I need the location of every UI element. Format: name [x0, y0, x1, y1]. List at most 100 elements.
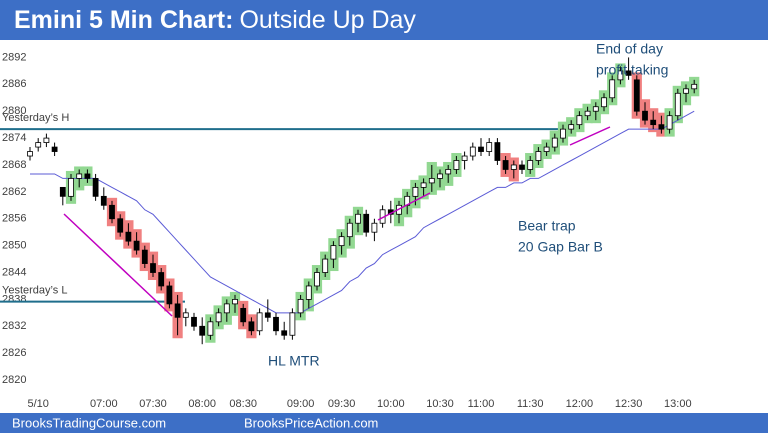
candle-body	[297, 299, 304, 314]
y-tick-label: 2886	[2, 78, 26, 90]
candle-body	[674, 92, 681, 117]
y-tick-label: 2874	[2, 132, 26, 144]
candle-body	[633, 79, 640, 112]
candle-body	[281, 330, 288, 336]
candle-body	[486, 142, 493, 152]
candle-body	[478, 146, 484, 152]
candle-body	[322, 258, 329, 273]
candle-body	[551, 137, 558, 148]
candle-body	[182, 312, 189, 318]
candle-body	[314, 272, 320, 287]
candle-body	[691, 83, 698, 90]
candle-body	[92, 178, 99, 197]
candle-body	[428, 178, 435, 184]
candle-body	[240, 307, 247, 323]
candle-body	[158, 272, 165, 287]
candle-body	[289, 312, 296, 336]
title-lead: Emini 5 Min Chart:	[14, 6, 233, 34]
candle-body	[100, 195, 107, 206]
candle-body	[609, 79, 616, 99]
candle-body	[84, 173, 91, 179]
x-tick-label: 5/10	[27, 398, 48, 410]
x-tick-label: 08:00	[188, 398, 216, 410]
annotation: HL MTR	[268, 353, 320, 369]
x-tick-label: 09:00	[287, 398, 315, 410]
candle-body	[27, 151, 33, 157]
x-tick-label: 12:00	[566, 398, 594, 410]
candle-body	[502, 160, 509, 170]
candle-body	[584, 110, 591, 117]
candle-body	[510, 164, 517, 170]
candle-body	[264, 312, 271, 318]
candle-body	[330, 245, 337, 260]
candle-body	[683, 88, 689, 94]
x-tick-label: 10:30	[426, 398, 454, 410]
candle-body	[256, 312, 263, 332]
candle-body	[560, 128, 566, 139]
candle-body	[191, 316, 197, 327]
candle-body	[461, 155, 468, 161]
annotation: profit taking	[596, 62, 668, 78]
candle-body	[445, 169, 452, 175]
level-label: Yesterday’s L	[2, 285, 67, 297]
candle-body	[117, 218, 124, 233]
y-tick-label: 2844	[2, 266, 26, 278]
plot: 2820282628322838284428502856286228682874…	[0, 51, 700, 410]
candle-body	[420, 182, 427, 188]
trend-line	[63, 213, 173, 317]
y-tick-label: 2880	[2, 105, 26, 117]
candle-body	[658, 124, 665, 130]
candle-body	[371, 222, 378, 233]
candle-body	[215, 312, 222, 323]
candle-body	[642, 110, 648, 121]
candle-body	[494, 142, 501, 161]
candle-body	[543, 146, 550, 152]
candle-body	[412, 186, 419, 197]
candle-body	[199, 325, 206, 336]
footer-right: BrooksPriceAction.com	[244, 415, 378, 430]
candle-body	[305, 285, 312, 300]
annotation: 20 Gap Bar B	[518, 239, 603, 255]
candle-body	[576, 115, 583, 126]
candle-body	[469, 146, 476, 157]
candle-body	[141, 249, 148, 264]
x-tick-label: 11:00	[468, 398, 495, 410]
candle-body	[617, 70, 624, 81]
x-tick-label: 07:00	[90, 398, 118, 410]
candle-body	[527, 160, 534, 170]
candle-body	[601, 97, 607, 108]
candle-body	[248, 321, 255, 332]
candle-body	[519, 164, 525, 170]
candle-body	[76, 173, 83, 179]
candle-body	[453, 160, 460, 170]
candle-body	[109, 204, 115, 220]
candle-body	[568, 124, 575, 130]
title-rest: Outside Up Day	[239, 6, 416, 34]
candle-body	[133, 240, 140, 251]
trend-line	[569, 126, 611, 146]
y-tick-label: 2820	[2, 374, 26, 386]
candle-body	[174, 303, 181, 318]
x-tick-label: 10:00	[377, 398, 405, 410]
candle-body	[68, 178, 74, 197]
candle-body	[355, 213, 361, 224]
x-tick-label: 12:30	[615, 398, 643, 410]
level-label: Yesterday’s H	[2, 112, 69, 124]
candle-body	[592, 106, 599, 112]
y-tick-label: 2850	[2, 240, 26, 252]
y-tick-label: 2862	[2, 186, 26, 198]
candle-body	[166, 285, 173, 305]
candle-body	[437, 173, 443, 179]
candle-body	[35, 142, 42, 148]
annotation: Bear trap	[518, 218, 576, 234]
x-tick-label: 09:30	[328, 398, 356, 410]
candle-body	[223, 303, 230, 314]
candle-body	[650, 119, 657, 126]
y-tick-label: 2892	[2, 51, 26, 63]
candle-body	[150, 263, 156, 273]
ema-line	[30, 110, 695, 314]
candle-body	[273, 316, 279, 332]
footer-left: BrooksTradingCourse.com	[12, 415, 166, 430]
candle-body	[59, 186, 66, 197]
candle-body	[125, 231, 132, 242]
